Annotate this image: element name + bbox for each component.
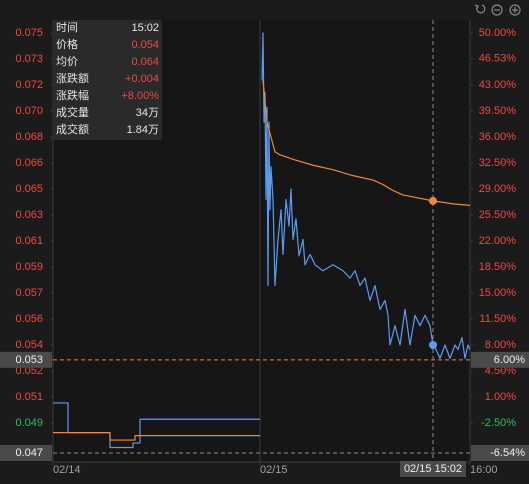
tooltip-value: 0.054 [131, 39, 159, 51]
reference-label: 0.047 [15, 447, 43, 459]
y2-tick-label: 46.53% [479, 53, 517, 65]
cursor-dot [429, 196, 437, 205]
y2-tick-label: 22.00% [479, 235, 517, 247]
y2-tick-label: 50.00% [479, 27, 517, 39]
tooltip-label: 时间 [56, 21, 78, 34]
reference-label: 0.053 [15, 354, 43, 366]
y-tick-label: 0.073 [15, 53, 43, 65]
cursor-label: 02/15 15:02 [404, 463, 462, 475]
y-tick-label: 0.072 [15, 79, 43, 91]
cursor-label-box [400, 461, 466, 477]
tooltip-value: 15:02 [131, 22, 159, 34]
chart-layer: 0.075 0.073 0.072 0.070 0.068 0.066 0.065 0.063… [0, 20, 529, 477]
tooltip-value: 34万 [136, 107, 159, 119]
tooltip-box [52, 20, 162, 140]
y2-tick-label: 43.00% [479, 79, 517, 91]
tooltip-value: +0.004 [125, 73, 159, 85]
y2-tick-label: 29.00% [479, 183, 517, 195]
reference-label-box [471, 445, 529, 461]
x-tick-label: 16:00 [470, 464, 498, 476]
reference-y2-label: 6.00% [494, 354, 525, 366]
y2-tick-label: 1.00% [485, 391, 516, 403]
y2-tick-label: 15.00% [479, 287, 517, 299]
reference-label-box [0, 351, 52, 368]
tooltip-label: 成交额 [56, 122, 89, 136]
tooltip-label: 涨跌额 [56, 71, 89, 85]
tooltip-label: 成交量 [56, 105, 89, 119]
y2-tick-label: 36.00% [479, 131, 517, 143]
reset-icon[interactable] [474, 4, 486, 14]
y-tick-label: 0.070 [15, 105, 43, 117]
series-line [53, 80, 471, 441]
tooltip-label: 价格 [56, 37, 78, 51]
tooltip-label: 涨跌幅 [56, 88, 89, 102]
reference-label-box [471, 351, 529, 368]
y-tick-label: 0.049 [15, 417, 43, 429]
x-tick-label: 02/14 [53, 464, 81, 476]
y-tick-label: 0.063 [15, 209, 43, 221]
y-tick-label: 0.059 [15, 261, 43, 273]
reference-y2-label: -6.54% [490, 447, 525, 459]
y-tick-label: 0.051 [15, 391, 43, 403]
y-tick-label: 0.066 [15, 157, 43, 169]
tooltip-value: 0.064 [131, 56, 159, 68]
y2-tick-label: 11.50% [480, 313, 517, 325]
y2-tick-label: 18.50% [479, 261, 517, 273]
y-tick-label: 0.075 [15, 27, 43, 39]
tooltip-value: +8.00% [121, 90, 159, 102]
y-tick-label: 0.052 [15, 365, 43, 377]
cursor-dot [429, 340, 437, 349]
tooltip-value: 1.84万 [127, 124, 159, 136]
y-tick-label: 0.061 [15, 235, 43, 247]
zoom-in-icon[interactable] [509, 4, 521, 16]
tooltip-label: 均价 [56, 55, 78, 68]
zoom-in-icon [512, 7, 518, 13]
y2-tick-label: 32.50% [479, 157, 517, 169]
zoom-out-icon[interactable] [491, 4, 503, 16]
y-tick-label: 0.065 [15, 183, 43, 195]
y2-tick-label: 4.50% [485, 365, 516, 377]
x-tick-label: 02/15 [260, 464, 288, 476]
toolbar [474, 4, 521, 16]
reference-label-box [0, 445, 52, 461]
y-tick-label: 0.068 [15, 131, 43, 143]
y-tick-label: 0.057 [15, 287, 43, 299]
y2-tick-label: 8.00% [485, 339, 516, 351]
y2-tick-label: 39.50% [479, 105, 517, 117]
y2-tick-label: 25.50% [479, 209, 517, 221]
y-tick-label: 0.056 [15, 313, 43, 325]
y-tick-label: 0.054 [15, 339, 43, 351]
y2-tick-label: -2.50% [481, 417, 516, 429]
